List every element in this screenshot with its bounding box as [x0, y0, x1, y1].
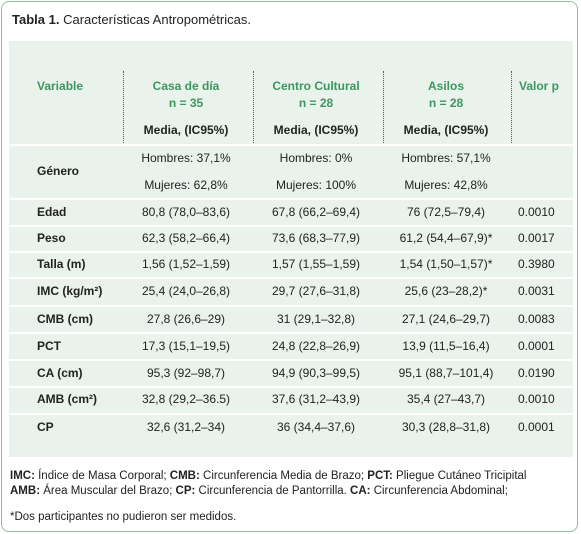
cell: 13,9 (11,5–16,4): [402, 339, 490, 353]
column-n: n = 28: [298, 96, 334, 110]
footnote-abbr: PCT:: [367, 470, 393, 482]
cell: 29,7 (27,6–31,8): [271, 284, 361, 298]
row-label: Edad: [37, 205, 67, 219]
cell: 1,54 (1,50–1,57)*: [399, 257, 493, 271]
cell: 32,8 (29,2–36.5): [141, 392, 231, 406]
row-label: CP: [37, 420, 54, 434]
cell: Hombres: 57,1%: [401, 151, 491, 165]
row-label: CMB (cm): [37, 312, 93, 326]
cell-p-value: 0.3980: [518, 257, 555, 271]
row-separator: [9, 359, 573, 361]
row-label: Talla (m): [37, 257, 86, 271]
footnote-text: Circunferencia de Pantorrilla.: [195, 485, 351, 497]
row-separator: [9, 251, 573, 253]
cell: 94,9 (90,3–99,5): [271, 366, 361, 380]
cell: 35,4 (27–43,7): [406, 392, 486, 406]
row-label: IMC (kg/m²): [37, 284, 103, 298]
column-divider: [253, 71, 254, 143]
cell: 36 (34,4–37,6): [276, 420, 356, 434]
footnote-text: Índice de Masa Corporal;: [34, 470, 170, 482]
cell: 31 (29,1–32,8): [276, 312, 356, 326]
row-label: AMB (cm²): [37, 392, 97, 406]
cell: 27,1 (24,6–29,7): [401, 312, 491, 326]
cell: 67,8 (66,2–69,4): [271, 205, 361, 219]
footnote-abbr: CA:: [350, 485, 371, 497]
row-label: CA (cm): [37, 366, 83, 380]
footnote-note: *Dos participantes no pudieron ser medid…: [10, 511, 237, 523]
column-header: Centro Cultural: [272, 79, 360, 93]
cell: 27,8 (26,6–29): [146, 312, 226, 326]
footnote-text: Circunferencia Abdominal;: [370, 485, 508, 497]
column-divider: [123, 71, 124, 143]
cell: 76 (72,5–79,4): [406, 205, 486, 219]
cell-p-value: 0.0010: [518, 392, 555, 406]
cell: 17,3 (15,1–19,5): [141, 339, 231, 353]
row-separator: [9, 198, 573, 200]
cell: Mujeres: 100%: [275, 178, 357, 192]
column-header: Variable: [37, 79, 84, 93]
row-separator: [9, 413, 573, 415]
row-separator: [9, 386, 573, 388]
cell: 95,3 (92–98,7): [146, 366, 226, 380]
footnote-abbr: CP:: [175, 485, 196, 497]
column-header: Casa de día: [152, 79, 220, 93]
footnote-abbr: IMC:: [10, 470, 35, 482]
cell: 80,8 (78,0–83,6): [141, 205, 231, 219]
column-subheader: Media, (IC95%): [403, 123, 489, 137]
cell: Hombres: 37,1%: [141, 151, 231, 165]
column-n: n = 28: [428, 96, 464, 110]
cell: 24,8 (22,8–26,9): [271, 339, 361, 353]
row-separator: [9, 332, 573, 334]
row-label: PCT: [37, 339, 61, 353]
column-subheader: Media, (IC95%): [143, 123, 229, 137]
column-header: Valor p: [519, 79, 560, 93]
row-separator: [9, 225, 573, 227]
row-separator: [9, 144, 573, 146]
cell: 61,2 (54,4–67,9)*: [399, 231, 493, 245]
cell: Mujeres: 42,8%: [404, 178, 488, 192]
cell: 62,3 (58,2–66,4): [141, 231, 231, 245]
title-label: Tabla 1.: [12, 12, 60, 27]
cell-p-value: 0.0010: [518, 205, 555, 219]
column-subheader: Media, (IC95%): [273, 123, 359, 137]
title: Tabla 1. Características Antropométricas…: [12, 12, 251, 27]
cell: 32,6 (31,2–34): [146, 420, 226, 434]
cell-p-value: 0.0031: [518, 284, 555, 298]
cell-p-value: 0.0001: [518, 339, 555, 353]
footnote-text: Área Muscular del Brazo;: [40, 485, 176, 497]
column-divider: [511, 71, 512, 143]
cell-p-value: 0.0083: [518, 312, 555, 326]
cell: 95,1 (88,7–101,4): [398, 366, 494, 380]
cell-p-value: 0.0190: [518, 366, 555, 380]
footnote-abbr: AMB:: [10, 485, 41, 497]
footnote-text: Circunferencia Media de Brazo;: [199, 470, 368, 482]
cell: Mujeres: 62,8%: [144, 178, 228, 192]
row-separator: [9, 305, 573, 307]
row-label: Peso: [37, 231, 66, 245]
footnote-abbr: CMB:: [169, 470, 200, 482]
footnote-line: AMB: Área Muscular del Brazo; CP: Circun…: [10, 485, 508, 497]
title-text: Características Antropométricas.: [63, 12, 251, 27]
cell: 25,6 (23–28,2)*: [404, 284, 488, 298]
cell: 73,6 (68,3–77,9): [271, 231, 361, 245]
cell-p-value: 0.0017: [518, 231, 555, 245]
table: Variable Casa de día n = 35 Media, (IC95%) C…: [9, 41, 573, 457]
row-label: Género: [37, 164, 80, 178]
column-divider: [383, 71, 384, 143]
cell-p-value: 0.0001: [518, 420, 555, 434]
cell: 1,56 (1,52–1,59): [141, 257, 231, 271]
cell: 25,4 (24,0–26,8): [141, 284, 231, 298]
footnote-line: IMC: Índice de Masa Corporal; CMB: Circu…: [10, 470, 526, 482]
cell: 37,6 (31,2–43,9): [271, 392, 361, 406]
row-separator: [9, 277, 573, 279]
footnote-text: Pliegue Cutáneo Tricipital: [392, 470, 527, 482]
column-header: Asilos: [427, 79, 465, 93]
cell: 1,57 (1,55–1,59): [271, 257, 361, 271]
cell: 30,3 (28,8–31,8): [401, 420, 491, 434]
cell: Hombres: 0%: [279, 151, 353, 165]
column-n: n = 35: [168, 96, 204, 110]
